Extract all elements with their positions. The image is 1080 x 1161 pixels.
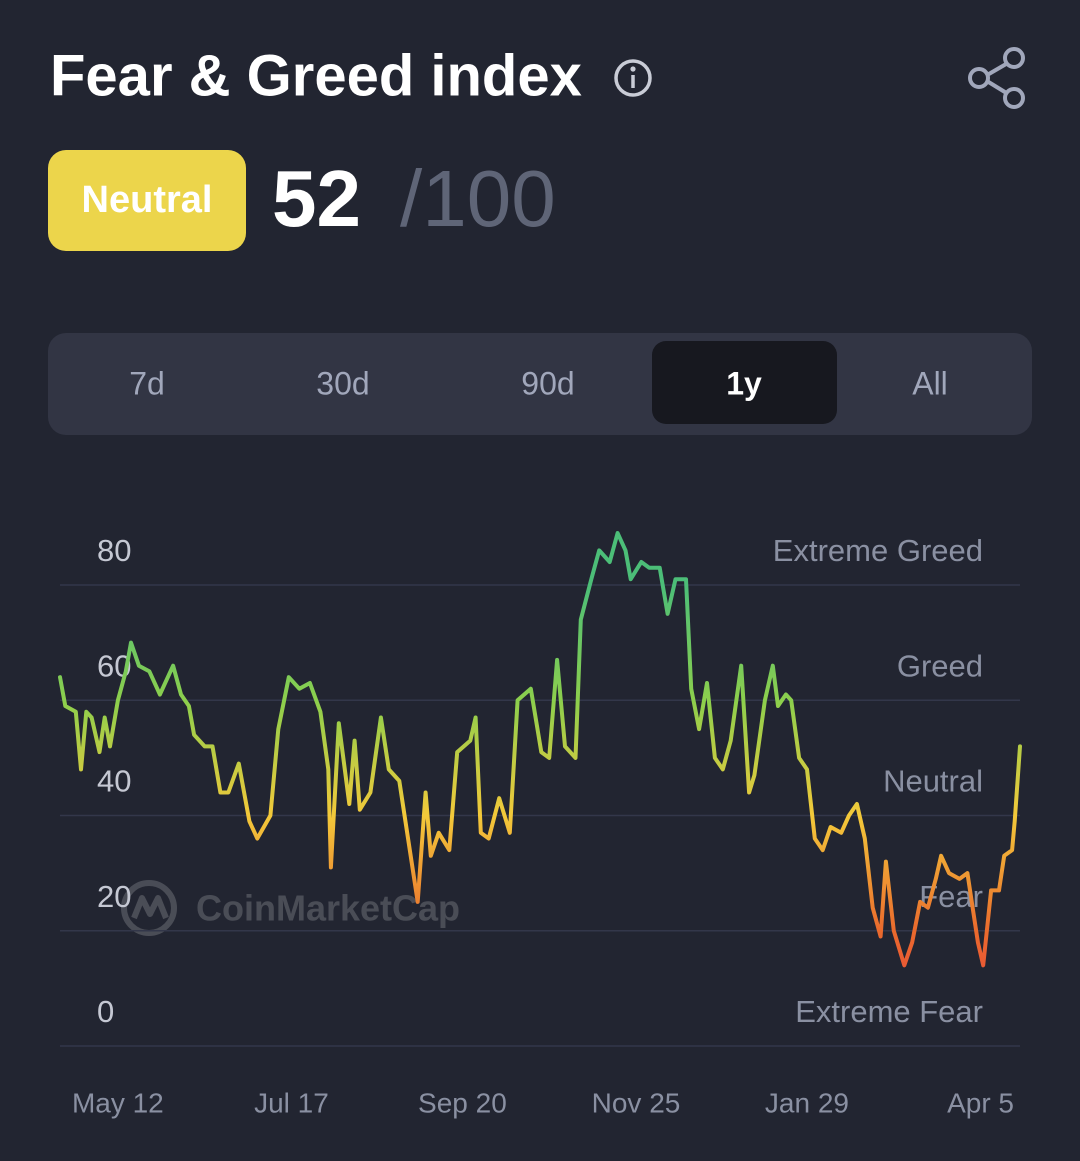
badge [48,150,246,251]
y-tick-label: 40 [97,764,131,799]
watermark-circle [121,880,177,936]
y-tick-label: 0 [97,994,114,1029]
tab[interactable]: 30d [316,365,369,401]
tab[interactable]: 7d [129,365,165,401]
x-tick-label: Apr 5 [947,1087,1014,1118]
x-tick-label: Jan 29 [765,1087,849,1118]
tabs: 7d 30d 90d 1y All [129,341,948,424]
zone-label: Extreme Greed [773,533,983,568]
y-tick-label: 20 [97,879,131,914]
zone-label: Neutral [883,764,983,799]
tab-active[interactable]: 1y [726,365,762,401]
tab-active-bg [652,341,837,424]
index-line [58,531,1022,968]
y-tick-label: 80 [97,533,131,568]
tab[interactable]: All [912,365,948,401]
watermark-logo [121,880,177,936]
watermark-m [131,895,169,920]
title: Fear & Greed index [50,43,582,108]
tab[interactable]: 90d [521,365,574,401]
zone-label: Extreme Fear [795,994,983,1029]
x-tick-label: Sep 20 [418,1087,507,1118]
badge-label: Neutral [82,179,213,221]
x-tick-label: May 12 [72,1087,164,1118]
watermark-text: CoinMarketCap [196,888,460,929]
zone-label: Greed [897,648,983,683]
score-max: /100 [400,154,556,243]
info-icon[interactable] [614,59,652,97]
score: 52 [272,154,361,243]
share-icon[interactable] [968,47,1025,109]
x-tick-label: Jul 17 [254,1087,329,1118]
x-tick-label: Nov 25 [592,1087,681,1118]
